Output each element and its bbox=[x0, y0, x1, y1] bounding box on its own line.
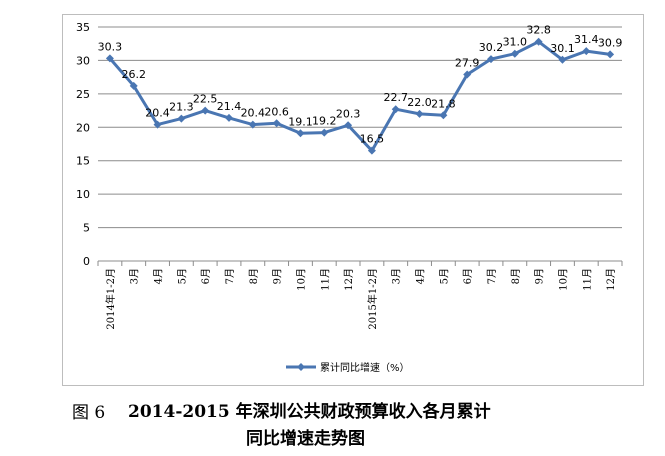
data-point bbox=[582, 47, 591, 56]
x-tick-label: 6月 bbox=[200, 268, 212, 284]
data-point bbox=[534, 37, 543, 46]
data-label: 32.8 bbox=[526, 24, 551, 37]
x-tick-label: 10月 bbox=[295, 268, 307, 291]
data-point bbox=[439, 111, 448, 120]
data-label: 30.9 bbox=[598, 36, 623, 49]
data-label: 30.1 bbox=[550, 42, 575, 55]
x-tick-label: 4月 bbox=[153, 268, 165, 284]
x-tick-label: 12月 bbox=[343, 268, 355, 291]
data-label: 31.0 bbox=[503, 36, 528, 49]
data-point bbox=[225, 113, 233, 122]
data-point bbox=[344, 121, 353, 130]
data-point bbox=[391, 105, 400, 114]
data-point bbox=[248, 120, 257, 129]
data-point bbox=[272, 119, 281, 128]
y-tick-label: 5 bbox=[83, 222, 90, 235]
x-tick-label: 11月 bbox=[581, 268, 593, 291]
legend-marker bbox=[297, 363, 305, 371]
y-tick-label: 35 bbox=[76, 21, 90, 34]
y-tick-label: 10 bbox=[76, 188, 90, 201]
data-label: 21.3 bbox=[169, 101, 194, 114]
data-label: 20.6 bbox=[264, 105, 289, 118]
data-point bbox=[129, 81, 138, 90]
data-point bbox=[463, 70, 472, 79]
x-tick-label: 4月 bbox=[415, 268, 427, 284]
data-point bbox=[487, 55, 495, 64]
data-label: 31.4 bbox=[574, 33, 599, 46]
chart-frame bbox=[62, 14, 644, 386]
data-point bbox=[320, 128, 329, 137]
data-label: 16.5 bbox=[360, 133, 385, 146]
data-label: 20.4 bbox=[241, 107, 266, 120]
figure-title-line2: 同比增速走势图 bbox=[246, 429, 365, 449]
y-tick-label: 30 bbox=[76, 54, 90, 67]
x-tick-label: 12月 bbox=[605, 268, 617, 291]
data-label: 30.3 bbox=[98, 40, 123, 53]
data-point bbox=[510, 49, 519, 58]
series-line bbox=[108, 40, 611, 153]
x-tick-label: 7月 bbox=[486, 268, 498, 284]
data-label: 26.2 bbox=[121, 68, 146, 81]
data-point bbox=[415, 109, 424, 118]
data-label: 19.2 bbox=[312, 115, 337, 128]
x-tick-label: 6月 bbox=[462, 268, 474, 284]
data-point bbox=[201, 106, 210, 115]
figure-title-line1: 2014-2015 年深圳公共财政预算收入各月累计 bbox=[128, 402, 491, 422]
data-label: 19.1 bbox=[288, 115, 313, 128]
data-label: 22.5 bbox=[193, 93, 218, 106]
data-label: 30.2 bbox=[479, 41, 504, 54]
x-tick-label: 3月 bbox=[129, 268, 141, 284]
data-label: 27.9 bbox=[455, 56, 480, 69]
data-label: 20.3 bbox=[336, 107, 361, 120]
data-point bbox=[558, 55, 567, 64]
data-point bbox=[153, 120, 162, 129]
data-label: 21.8 bbox=[431, 97, 456, 110]
x-tick-label: 7月 bbox=[224, 268, 236, 284]
data-point bbox=[367, 146, 376, 155]
y-tick-label: 20 bbox=[76, 121, 90, 134]
x-tick-label: 8月 bbox=[248, 268, 260, 284]
x-tick-label: 8月 bbox=[510, 268, 522, 284]
x-tick-label: 5月 bbox=[176, 268, 188, 284]
data-point bbox=[177, 114, 186, 123]
x-tick-label: 10月 bbox=[557, 268, 569, 291]
data-label: 21.4 bbox=[217, 100, 242, 113]
x-tick-label: 2014年1-2月 bbox=[104, 268, 117, 330]
y-tick-label: 0 bbox=[83, 255, 90, 268]
data-point bbox=[606, 50, 615, 59]
data-label: 22.0 bbox=[407, 96, 432, 109]
figure-number: 图 6 bbox=[72, 403, 106, 423]
x-tick-label: 5月 bbox=[438, 268, 450, 284]
y-tick-label: 25 bbox=[76, 88, 90, 101]
legend-label: 累计同比增速（%） bbox=[320, 361, 410, 374]
x-tick-label: 9月 bbox=[272, 268, 284, 284]
x-tick-label: 2015年1-2月 bbox=[366, 268, 379, 330]
data-point bbox=[296, 129, 305, 138]
x-tick-label: 9月 bbox=[534, 268, 546, 284]
x-tick-label: 11月 bbox=[319, 268, 331, 291]
x-tick-label: 3月 bbox=[391, 268, 403, 284]
y-tick-label: 15 bbox=[76, 155, 90, 168]
data-point bbox=[105, 54, 114, 63]
data-label: 22.7 bbox=[383, 91, 408, 104]
data-label: 20.4 bbox=[145, 107, 170, 120]
